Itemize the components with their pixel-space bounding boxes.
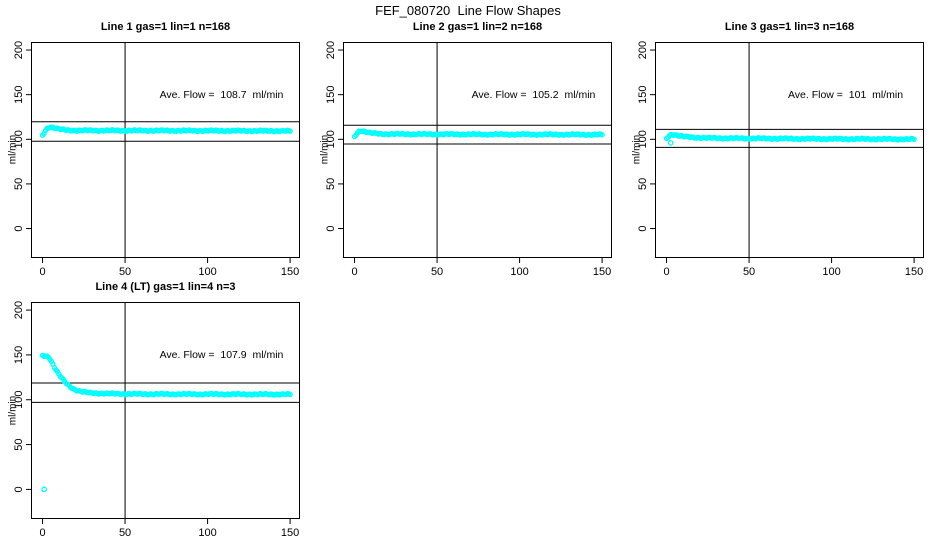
x-tick-label: 100 xyxy=(198,527,216,539)
plot-box xyxy=(31,302,300,519)
ave-flow-annotation: Ave. Flow = 107.9 ml/min xyxy=(159,349,284,361)
x-tick-label: 0 xyxy=(663,266,669,278)
plot-area: 0 50 100 150 0 50 100 150 200 xyxy=(13,41,300,278)
figure-title: FEF_080720 Line Flow Shapes xyxy=(375,3,561,18)
x-tick-label: 0 xyxy=(39,266,45,278)
x-tick-label: 150 xyxy=(281,266,299,278)
y-tick-label: 50 xyxy=(13,178,25,190)
data-point xyxy=(599,132,605,138)
subplot-title: Line 3 gas=1 lin=3 n=168 xyxy=(724,21,855,33)
y-tick-label: 150 xyxy=(13,346,25,364)
y-tick-label: 0 xyxy=(325,225,337,231)
x-tick-label: 50 xyxy=(743,266,755,278)
subplot-line-4: Line 4 (LT) gas=1 lin=4 n=3 ml/min Ave. … xyxy=(8,281,300,539)
y-tick-label: 100 xyxy=(13,130,25,148)
outlier-point xyxy=(41,486,48,493)
plot-area: 0 50 100 150 0 50 100 150 200 xyxy=(325,41,612,278)
x-tick-label: 0 xyxy=(39,527,45,539)
x-tick-label: 150 xyxy=(593,266,611,278)
subplot-title: Line 1 gas=1 lin=1 n=168 xyxy=(100,21,231,33)
y-tick-label: 0 xyxy=(637,225,649,231)
x-tick-label: 100 xyxy=(822,266,840,278)
y-tick-label: 100 xyxy=(13,391,25,409)
subplot-line-3: Line 3 gas=1 lin=3 n=168 ml/min Ave. Flo… xyxy=(632,21,924,278)
y-tick-label: 0 xyxy=(13,486,25,492)
plot-box xyxy=(655,42,924,258)
ave-flow-annotation: Ave. Flow = 105.2 ml/min xyxy=(471,89,596,101)
y-tick-label: 50 xyxy=(325,178,337,190)
y-tick-label: 50 xyxy=(13,438,25,450)
ave-flow-annotation: Ave. Flow = 108.7 ml/min xyxy=(159,89,284,101)
outlier-point xyxy=(667,140,674,146)
x-tick-label: 0 xyxy=(351,266,357,278)
x-tick-label: 150 xyxy=(281,527,299,539)
y-tick-label: 50 xyxy=(637,178,649,190)
plot-box xyxy=(31,42,300,258)
subplot-title: Line 2 gas=1 lin=2 n=168 xyxy=(412,21,543,33)
data-point xyxy=(287,391,293,398)
data-point xyxy=(911,136,917,143)
y-tick-label: 100 xyxy=(325,130,337,148)
subplot-line-2: Line 2 gas=1 lin=2 n=168 ml/min Ave. Flo… xyxy=(320,21,612,278)
x-tick-label: 150 xyxy=(905,266,923,278)
ave-flow-annotation: Ave. Flow = 101 ml/min xyxy=(787,89,904,101)
y-tick-label: 200 xyxy=(13,41,25,59)
y-tick-label: 100 xyxy=(637,130,649,148)
y-axis-label: ml/min xyxy=(7,134,19,165)
x-tick-label: 100 xyxy=(510,266,528,278)
y-tick-label: 150 xyxy=(637,85,649,103)
y-axis-label: ml/min xyxy=(319,134,331,165)
y-axis-label: ml/min xyxy=(7,395,19,425)
data-point xyxy=(287,128,293,134)
subplot-line-1: Line 1 gas=1 lin=1 n=168 ml/min Ave. Flo… xyxy=(8,21,300,278)
plot-area: 0 50 100 150 0 50 100 150 200 xyxy=(13,301,300,539)
x-tick-label: 50 xyxy=(119,527,131,539)
y-tick-label: 200 xyxy=(13,301,25,319)
x-tick-label: 100 xyxy=(198,266,216,278)
y-tick-label: 200 xyxy=(637,41,649,59)
x-tick-label: 50 xyxy=(431,266,443,278)
plot-area: 0 50 100 150 0 50 100 150 200 xyxy=(637,41,924,278)
y-tick-label: 150 xyxy=(13,85,25,103)
y-tick-label: 150 xyxy=(325,85,337,103)
y-axis-label: ml/min xyxy=(631,134,643,165)
plot-box xyxy=(343,42,612,258)
y-tick-label: 0 xyxy=(13,225,25,231)
subplot-title: Line 4 (LT) gas=1 lin=4 n=3 xyxy=(95,281,236,293)
x-tick-label: 50 xyxy=(119,266,131,278)
y-tick-label: 200 xyxy=(325,41,337,59)
